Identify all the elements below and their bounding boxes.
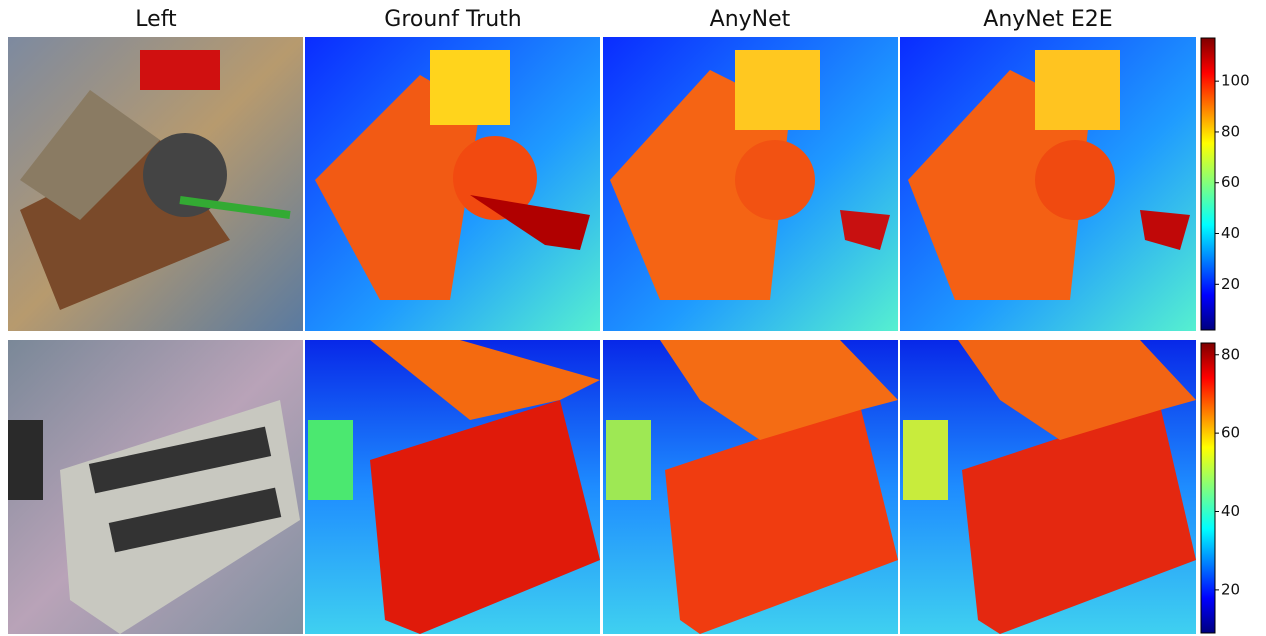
figure: Left Grounf Truth AnyNet AnyNet E2E [0,0,1266,636]
tick-label: 20 [1221,275,1240,293]
tick-label: 20 [1221,580,1240,598]
tick-label: 60 [1221,173,1240,191]
gt-2 [305,340,600,634]
column-header: AnyNet [710,7,791,32]
anynet-e2e-2 [900,340,1196,634]
tick-label: 80 [1221,345,1240,363]
tick-label: 60 [1221,424,1240,442]
tick-label: 80 [1221,122,1240,140]
left-image-1 [8,37,303,331]
column-header: Left [135,7,177,32]
colorbar [1201,38,1215,330]
anynet-1 [603,37,898,331]
colorbars: 20 40 60 80 100 20 40 60 80 [1201,38,1250,633]
colorbar [1201,343,1215,633]
column-header: AnyNet E2E [983,7,1112,32]
tick-label: 100 [1221,72,1250,90]
gt-1 [305,37,600,331]
headers: Left Grounf Truth AnyNet AnyNet E2E [135,7,1112,32]
anynet-2 [603,340,898,634]
tick-label: 40 [1221,502,1240,520]
column-header: Grounf Truth [384,7,521,32]
left-image-2 [8,340,303,634]
anynet-e2e-1 [900,37,1196,331]
tick-label: 40 [1221,224,1240,242]
